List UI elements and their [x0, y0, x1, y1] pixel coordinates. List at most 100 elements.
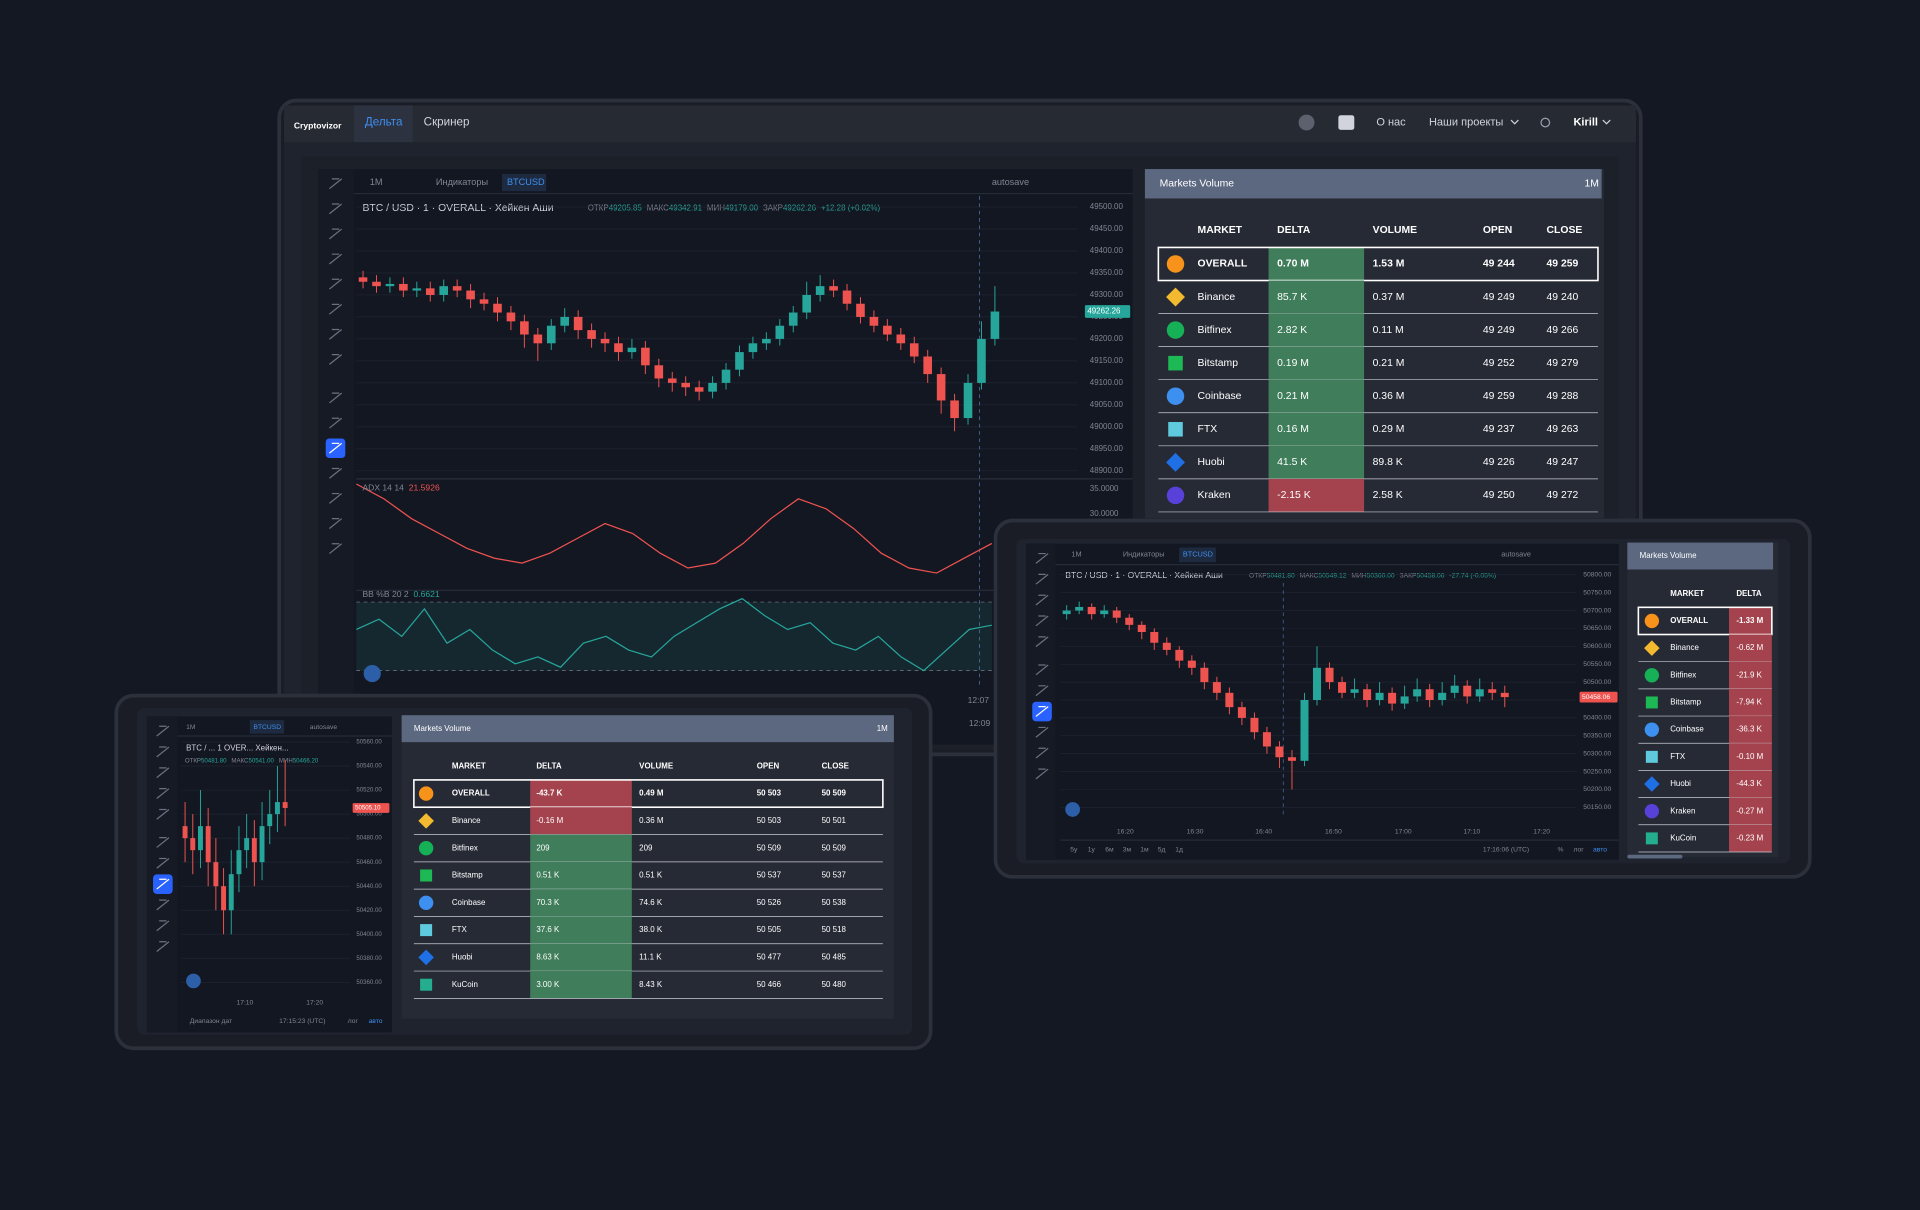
tool-icon[interactable] [1035, 768, 1049, 780]
tool-icon[interactable] [329, 278, 343, 290]
tool-icon[interactable] [156, 878, 170, 890]
column-header[interactable]: MARKET [1198, 225, 1243, 236]
cloud-icon[interactable] [363, 665, 381, 683]
cloud-icon[interactable] [186, 973, 201, 989]
range-button[interactable]: 6м [1105, 847, 1114, 854]
tool-icon[interactable] [1035, 664, 1049, 676]
toolbar-item[interactable]: autosave [992, 177, 1029, 187]
tool-icon[interactable] [329, 518, 343, 529]
column-header[interactable]: CLOSE [1547, 225, 1583, 236]
cell: Huobi [1198, 457, 1225, 468]
toolbar-item[interactable]: autosave [1501, 550, 1531, 559]
logo[interactable]: Cryptovizor [294, 120, 342, 130]
column-header[interactable]: DELTA [536, 762, 562, 771]
tool-icon[interactable] [1035, 706, 1049, 717]
tool-icon[interactable] [1035, 573, 1049, 585]
toolbar-item[interactable]: 1M [186, 724, 196, 731]
toolbar-item[interactable]: autosave [310, 724, 338, 731]
tool-icon[interactable] [329, 203, 343, 215]
column-header[interactable]: VOLUME [639, 762, 673, 771]
tool-icon[interactable] [329, 353, 343, 365]
cell: 0.21 M [1373, 358, 1405, 369]
candle-body [213, 862, 219, 887]
tool-icon[interactable] [1035, 685, 1049, 697]
column-header[interactable]: OPEN [757, 762, 780, 771]
candle-body [667, 378, 677, 383]
tool-icon[interactable] [1035, 552, 1049, 564]
twitter-icon[interactable] [1338, 115, 1355, 130]
tool-icon[interactable] [329, 492, 343, 504]
tool-icon[interactable] [329, 543, 343, 555]
scale-mode[interactable]: % [1558, 847, 1564, 854]
toolbar-item[interactable]: Индикаторы [436, 177, 488, 187]
toolbar-item[interactable]: Индикаторы [1123, 550, 1165, 559]
toolbar-symbol[interactable]: BTCUSD [253, 724, 281, 731]
column-header[interactable]: DELTA [1277, 225, 1311, 236]
theme-icon[interactable] [1540, 117, 1551, 128]
range-button[interactable]: 1y [1088, 847, 1096, 854]
range-button[interactable]: Диапазон дат [190, 1018, 232, 1025]
toolbar-symbol[interactable]: BTCUSD [507, 177, 545, 187]
cell: 50 537 [757, 871, 782, 880]
toolbar-symbol[interactable]: BTCUSD [1183, 550, 1213, 559]
user-name[interactable]: Kirill [1573, 116, 1597, 128]
scale-mode[interactable]: авто [369, 1018, 383, 1025]
column-header[interactable]: CLOSE [822, 762, 849, 771]
tool-icon[interactable] [1035, 636, 1049, 648]
candle-body [1438, 692, 1447, 700]
tool-icon[interactable] [156, 808, 170, 820]
ohlc-value: 50481.80 [1267, 572, 1295, 579]
nav-link[interactable]: Наши проекты [1429, 116, 1503, 128]
exchange-icon [1166, 321, 1185, 339]
column-header[interactable]: OPEN [1483, 225, 1512, 236]
tool-icon[interactable] [156, 746, 170, 758]
range-button[interactable]: 3м [1123, 847, 1132, 854]
candle-body [896, 334, 906, 344]
tool-icon[interactable] [156, 767, 170, 779]
table-period[interactable]: 1M [877, 724, 888, 733]
tool-icon[interactable] [329, 442, 343, 454]
tool-icon[interactable] [156, 857, 170, 869]
tool-icon[interactable] [329, 392, 343, 404]
range-button[interactable]: 1д [1175, 847, 1183, 854]
cell: -1.33 M [1736, 616, 1763, 625]
tool-icon[interactable] [329, 328, 343, 340]
tool-icon[interactable] [156, 837, 170, 848]
candle-body [1175, 649, 1184, 661]
scale-mode[interactable]: лог [1573, 847, 1584, 854]
tool-icon[interactable] [1035, 615, 1049, 627]
tool-icon[interactable] [329, 178, 343, 190]
table-period[interactable]: 1M [1584, 179, 1598, 190]
column-header[interactable]: DELTA [1736, 589, 1762, 598]
nav-item[interactable]: Дельта [365, 116, 403, 129]
column-header[interactable]: MARKET [452, 762, 486, 771]
tool-icon[interactable] [329, 228, 343, 240]
scale-mode[interactable]: авто [1593, 847, 1607, 854]
tool-icon[interactable] [329, 417, 343, 429]
column-header[interactable]: MARKET [1670, 589, 1704, 598]
toolbar-item[interactable]: 1M [1071, 550, 1081, 559]
scale-mode[interactable]: лог [348, 1018, 359, 1025]
tool-icon[interactable] [329, 253, 343, 265]
range-button[interactable]: 5д [1158, 847, 1166, 854]
y-tick-label: 49050.00 [1090, 400, 1124, 409]
candle-body [573, 316, 583, 331]
tool-icon[interactable] [156, 920, 170, 932]
column-header[interactable]: VOLUME [1373, 225, 1418, 236]
cloud-icon[interactable] [1065, 802, 1080, 817]
range-button[interactable]: 1м [1140, 847, 1149, 854]
nav-item[interactable]: Скринер [424, 116, 470, 129]
tool-icon[interactable] [329, 303, 343, 315]
tool-icon[interactable] [1035, 594, 1049, 606]
range-button[interactable]: 5y [1070, 847, 1078, 854]
nav-link[interactable]: О нас [1376, 116, 1406, 128]
tool-icon[interactable] [1035, 726, 1049, 738]
tool-icon[interactable] [156, 725, 170, 737]
tool-icon[interactable] [156, 941, 170, 953]
tool-icon[interactable] [329, 467, 343, 479]
tool-icon[interactable] [1035, 747, 1049, 759]
tool-icon[interactable] [156, 899, 170, 911]
toolbar-item[interactable]: 1M [370, 177, 383, 187]
tool-icon[interactable] [156, 788, 170, 799]
telegram-icon[interactable] [1298, 114, 1315, 131]
